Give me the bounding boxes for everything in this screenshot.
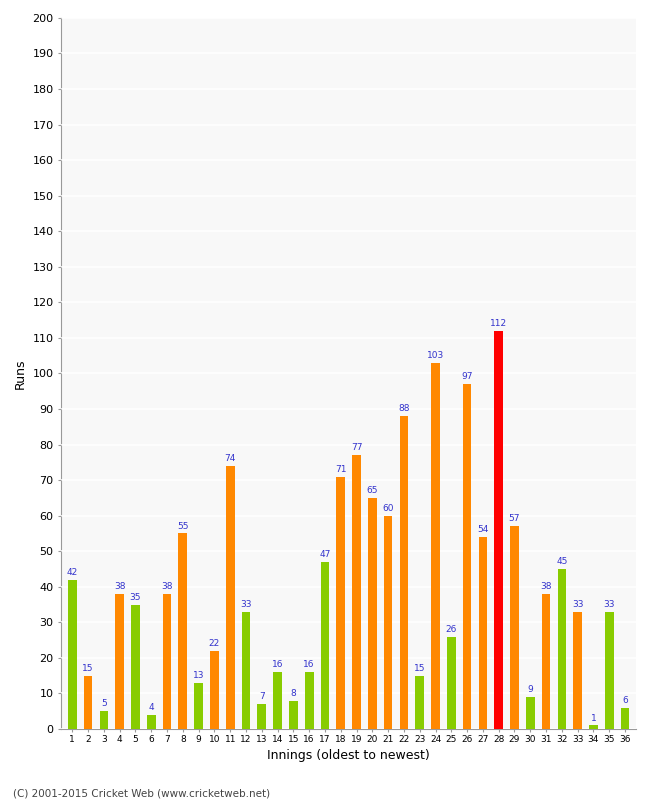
Text: 88: 88 xyxy=(398,404,410,414)
Text: 38: 38 xyxy=(161,582,173,591)
Bar xyxy=(84,676,92,729)
Text: 15: 15 xyxy=(83,664,94,673)
Text: 97: 97 xyxy=(462,372,473,382)
Bar xyxy=(273,672,282,729)
Bar xyxy=(478,537,488,729)
Bar xyxy=(526,697,535,729)
Text: 33: 33 xyxy=(572,600,584,609)
Text: 15: 15 xyxy=(414,664,426,673)
Bar xyxy=(257,704,266,729)
Bar xyxy=(573,612,582,729)
Text: 60: 60 xyxy=(382,504,394,513)
Bar xyxy=(463,384,471,729)
Bar xyxy=(541,594,551,729)
Text: 4: 4 xyxy=(148,703,154,712)
Bar xyxy=(68,580,77,729)
Bar xyxy=(226,466,235,729)
Bar xyxy=(242,612,250,729)
Bar xyxy=(621,708,629,729)
Text: 47: 47 xyxy=(319,550,331,559)
Text: 54: 54 xyxy=(477,525,489,534)
Bar xyxy=(162,594,172,729)
Bar xyxy=(305,672,313,729)
Bar xyxy=(605,612,614,729)
Text: 5: 5 xyxy=(101,699,107,708)
Bar xyxy=(210,650,219,729)
Bar xyxy=(589,726,598,729)
Text: 8: 8 xyxy=(291,689,296,698)
Bar xyxy=(99,711,108,729)
Text: 1: 1 xyxy=(591,714,596,722)
Bar xyxy=(131,605,140,729)
Text: 26: 26 xyxy=(446,625,457,634)
Text: 38: 38 xyxy=(114,582,125,591)
Bar xyxy=(431,362,440,729)
Text: 16: 16 xyxy=(272,660,283,670)
Text: 35: 35 xyxy=(130,593,141,602)
Text: 103: 103 xyxy=(427,351,444,360)
Text: 55: 55 xyxy=(177,522,188,530)
Text: 65: 65 xyxy=(367,486,378,495)
Text: 57: 57 xyxy=(509,514,520,523)
Text: 22: 22 xyxy=(209,639,220,648)
Text: 33: 33 xyxy=(240,600,252,609)
Text: (C) 2001-2015 Cricket Web (www.cricketweb.net): (C) 2001-2015 Cricket Web (www.cricketwe… xyxy=(13,788,270,798)
Bar xyxy=(495,330,503,729)
Text: 77: 77 xyxy=(351,443,362,452)
Text: 16: 16 xyxy=(304,660,315,670)
Bar xyxy=(352,455,361,729)
Bar xyxy=(147,714,155,729)
Text: 33: 33 xyxy=(603,600,615,609)
Y-axis label: Runs: Runs xyxy=(14,358,27,389)
Bar xyxy=(179,534,187,729)
Text: 38: 38 xyxy=(540,582,552,591)
Bar xyxy=(447,637,456,729)
Text: 112: 112 xyxy=(490,319,507,328)
Bar xyxy=(368,498,377,729)
Bar xyxy=(415,676,424,729)
Bar xyxy=(289,701,298,729)
X-axis label: Innings (oldest to newest): Innings (oldest to newest) xyxy=(267,749,430,762)
Text: 71: 71 xyxy=(335,465,346,474)
Bar xyxy=(510,526,519,729)
Text: 7: 7 xyxy=(259,692,265,702)
Bar xyxy=(558,569,566,729)
Text: 9: 9 xyxy=(527,685,533,694)
Bar xyxy=(115,594,124,729)
Bar xyxy=(400,416,408,729)
Bar xyxy=(194,682,203,729)
Text: 42: 42 xyxy=(67,568,78,577)
Text: 13: 13 xyxy=(193,671,204,680)
Bar xyxy=(320,562,330,729)
Bar xyxy=(337,477,345,729)
Text: 74: 74 xyxy=(224,454,236,463)
Bar xyxy=(384,516,393,729)
Text: 45: 45 xyxy=(556,557,567,566)
Text: 6: 6 xyxy=(622,696,628,705)
